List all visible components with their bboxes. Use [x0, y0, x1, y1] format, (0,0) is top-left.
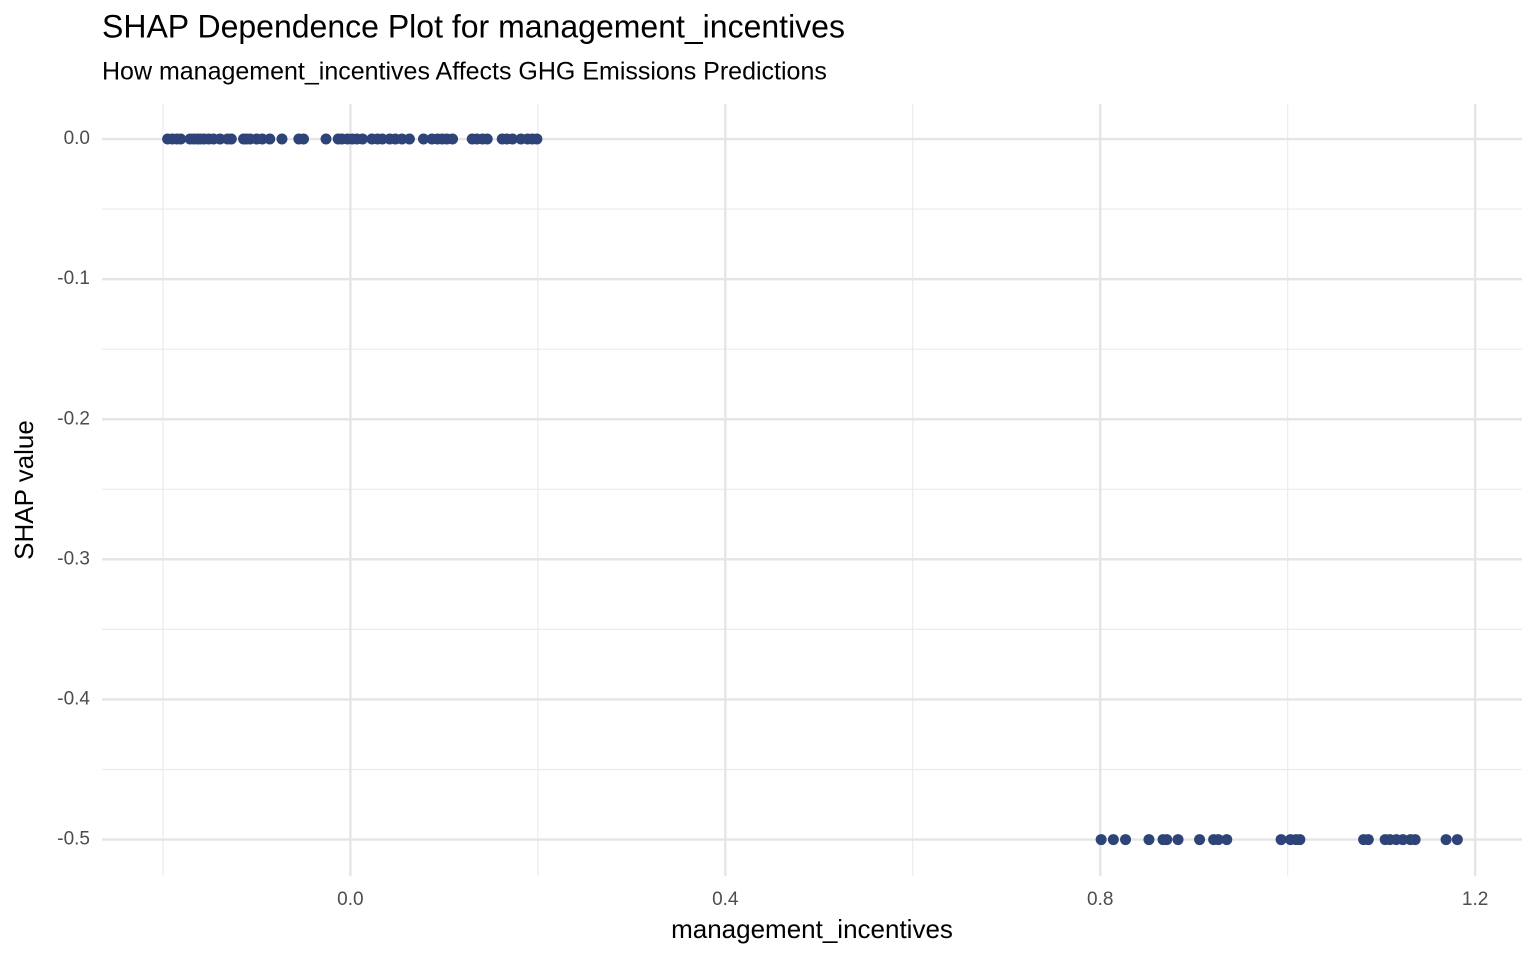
point	[1107, 834, 1119, 846]
point	[1194, 834, 1206, 846]
chart-subtitle: How management_incentives Affects GHG Em…	[102, 58, 827, 86]
point	[320, 133, 332, 145]
point	[1275, 834, 1287, 846]
x-tick-label: 0.0	[337, 889, 363, 910]
point	[1161, 834, 1173, 846]
y-tick-label: -0.5	[57, 829, 90, 850]
point	[1362, 834, 1374, 846]
point	[1221, 834, 1233, 846]
y-axis-label: SHAP value	[9, 420, 39, 560]
point	[1172, 834, 1184, 846]
point	[357, 133, 369, 145]
point	[1212, 834, 1224, 846]
point	[1120, 834, 1132, 846]
point	[1143, 834, 1155, 846]
point	[276, 133, 288, 145]
point	[1440, 834, 1452, 846]
point	[1294, 834, 1306, 846]
chart-title: SHAP Dependence Plot for management_ince…	[102, 8, 845, 44]
point	[1409, 834, 1421, 846]
point	[417, 133, 429, 145]
point	[264, 133, 276, 145]
y-tick-label: -0.4	[57, 688, 90, 709]
point	[481, 133, 493, 145]
point	[447, 133, 459, 145]
x-tick-label: 0.4	[712, 889, 739, 910]
point	[225, 133, 237, 145]
x-tick-label: 1.2	[1462, 889, 1488, 910]
point	[531, 133, 543, 145]
y-tick-label: -0.3	[57, 548, 90, 569]
point	[175, 133, 187, 145]
point	[298, 133, 310, 145]
y-tick-label: 0.0	[64, 128, 90, 149]
point	[403, 133, 415, 145]
point	[507, 133, 519, 145]
point	[1451, 834, 1463, 846]
y-tick-label: -0.1	[57, 268, 90, 289]
y-tick-label: -0.2	[57, 408, 90, 429]
x-tick-label: 0.8	[1087, 889, 1113, 910]
point	[1095, 834, 1107, 846]
x-axis-label: management_incentives	[671, 914, 953, 944]
